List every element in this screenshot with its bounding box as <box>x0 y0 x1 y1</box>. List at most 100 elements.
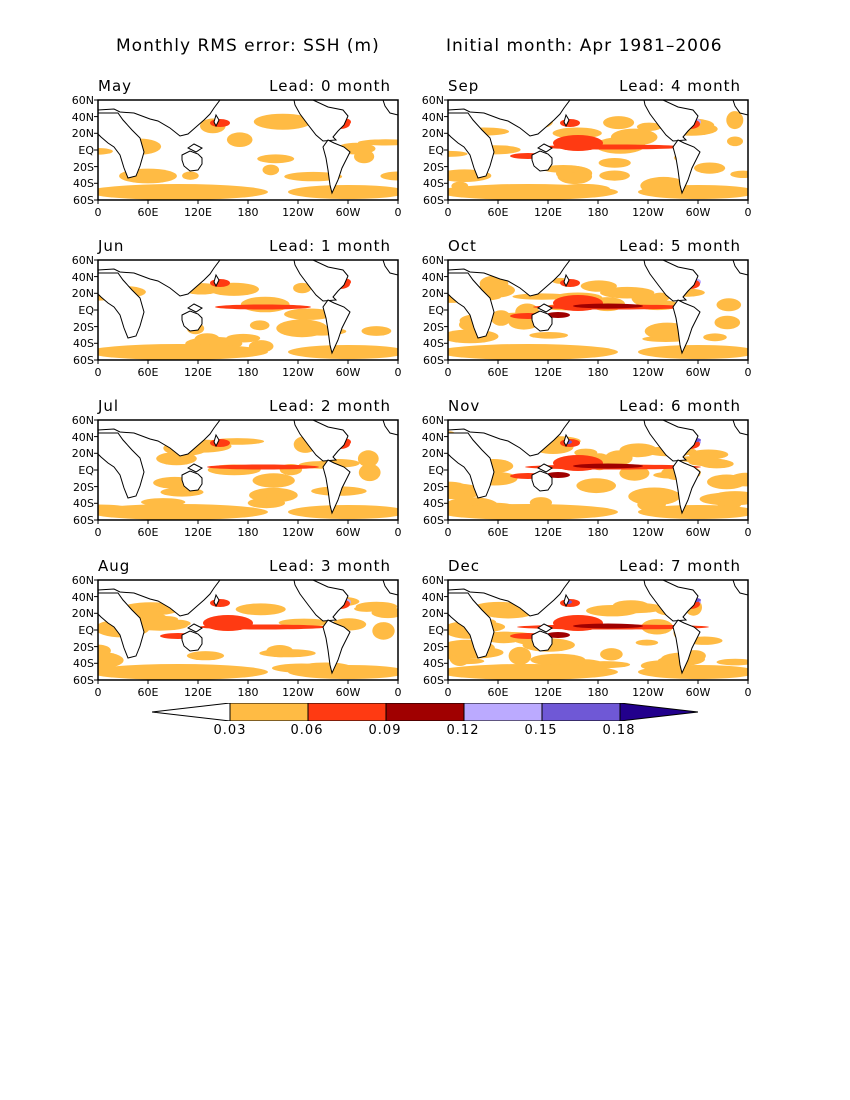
error-contour-region <box>600 648 623 661</box>
coastline <box>98 580 221 617</box>
error-contour-region <box>266 645 294 658</box>
lon-tick-label: 60W <box>685 206 711 219</box>
coastline <box>537 623 553 633</box>
lat-tick-label: 40N <box>71 270 94 284</box>
error-contour-region <box>638 505 748 519</box>
lon-tick-label: 60E <box>487 366 509 379</box>
error-contour-region <box>288 345 398 359</box>
lat-tick-label: 60S <box>73 194 94 207</box>
lat-tick-label: 60N <box>71 254 94 267</box>
lon-tick-label: 0 <box>444 206 452 219</box>
lat-tick-label: EQ <box>428 464 444 477</box>
colorbar <box>152 703 698 721</box>
panel-lead-label: Lead: 7 month <box>619 557 741 575</box>
error-contour-region <box>215 304 311 310</box>
coastline <box>672 619 701 675</box>
error-contour-region <box>448 344 618 360</box>
error-contour-region <box>358 463 381 482</box>
error-contour-region <box>726 111 744 130</box>
error-contour-region <box>448 504 618 520</box>
panel-month-label: Sep <box>448 77 480 95</box>
coastline <box>643 260 699 302</box>
lat-tick-label: 40S <box>423 657 444 671</box>
coastline <box>98 420 221 457</box>
lon-tick-label: 120W <box>282 366 314 379</box>
error-contour-region <box>276 319 328 338</box>
coastline <box>563 593 570 608</box>
lon-tick-label: 0 <box>394 366 402 379</box>
lat-tick-label: 40S <box>73 657 94 671</box>
panel-month-label: May <box>98 77 133 95</box>
coastline <box>98 260 221 297</box>
error-contour-region <box>207 464 319 470</box>
error-contour-region <box>284 308 334 320</box>
error-contour-region <box>448 184 618 200</box>
lat-tick-label: 20S <box>73 320 94 334</box>
error-contour-region <box>599 170 630 181</box>
lon-tick-label: 60E <box>137 206 159 219</box>
error-contour-region <box>716 298 742 312</box>
error-contour-region <box>182 171 199 180</box>
lon-tick-label: 60E <box>137 526 159 539</box>
ssh-rms-error-map <box>444 259 749 364</box>
error-contour-region <box>257 154 295 164</box>
lat-tick-label: EQ <box>428 624 444 637</box>
lon-tick-label: 60E <box>137 686 159 699</box>
coastline <box>382 260 398 276</box>
colorbar-segment <box>463 703 543 721</box>
panel-month-label: Jun <box>98 237 125 255</box>
coastline <box>537 303 553 313</box>
error-contour-region <box>703 333 727 342</box>
error-contour-region <box>210 439 230 447</box>
coastline <box>563 113 570 128</box>
lon-tick-label: 60E <box>487 526 509 539</box>
lon-tick-label: 0 <box>444 366 452 379</box>
lon-tick-label: 120E <box>534 526 562 539</box>
error-contour-region <box>249 320 270 331</box>
error-contour-region <box>598 158 631 168</box>
error-contour-region <box>262 164 280 176</box>
panel-lead-label: Lead: 1 month <box>269 237 391 255</box>
error-contour-region <box>98 504 268 520</box>
error-contour-region <box>546 312 570 318</box>
lat-tick-label: 20S <box>423 160 444 174</box>
lat-tick-label: EQ <box>78 144 94 157</box>
lon-tick-label: 120E <box>534 206 562 219</box>
panel-month-label: Oct <box>448 237 477 255</box>
lon-tick-label: 60W <box>335 526 361 539</box>
coastline <box>181 470 203 492</box>
error-contour-region <box>553 455 603 471</box>
error-contour-region <box>354 149 375 164</box>
coastline <box>213 273 220 288</box>
lon-tick-label: 120E <box>534 686 562 699</box>
error-contour-region <box>448 481 469 497</box>
error-contour-region <box>152 616 179 623</box>
error-contour-region <box>448 329 499 344</box>
ssh-rms-error-map <box>444 99 749 204</box>
figure-title-variable: Monthly RMS error: SSH (m) <box>116 36 380 56</box>
lat-tick-label: 20N <box>71 447 94 461</box>
colorbar-segment <box>307 703 387 721</box>
coastline <box>531 310 553 332</box>
coastline <box>382 580 398 596</box>
error-contour-region <box>131 620 188 631</box>
error-contour-region <box>357 139 398 146</box>
lon-tick-label: 120E <box>184 686 212 699</box>
figure-title-initial-month: Initial month: Apr 1981–2006 <box>446 36 723 56</box>
error-contour-region <box>361 326 392 336</box>
error-contour-region <box>210 279 230 287</box>
lat-tick-label: 20N <box>71 287 94 301</box>
coastline <box>531 150 553 172</box>
coastline <box>382 100 398 116</box>
panel-lead-label: Lead: 6 month <box>619 397 741 415</box>
lon-tick-label: 0 <box>444 686 452 699</box>
lon-tick-label: 180 <box>587 686 609 699</box>
lon-tick-label: 60E <box>137 366 159 379</box>
error-contour-region <box>247 497 286 509</box>
error-contour-region <box>553 615 603 631</box>
coastline <box>213 593 220 608</box>
lat-tick-label: 60N <box>421 94 444 107</box>
error-contour-region <box>253 113 312 130</box>
colorbar-label: 0.09 <box>368 723 402 738</box>
lat-tick-label: 60S <box>423 354 444 367</box>
